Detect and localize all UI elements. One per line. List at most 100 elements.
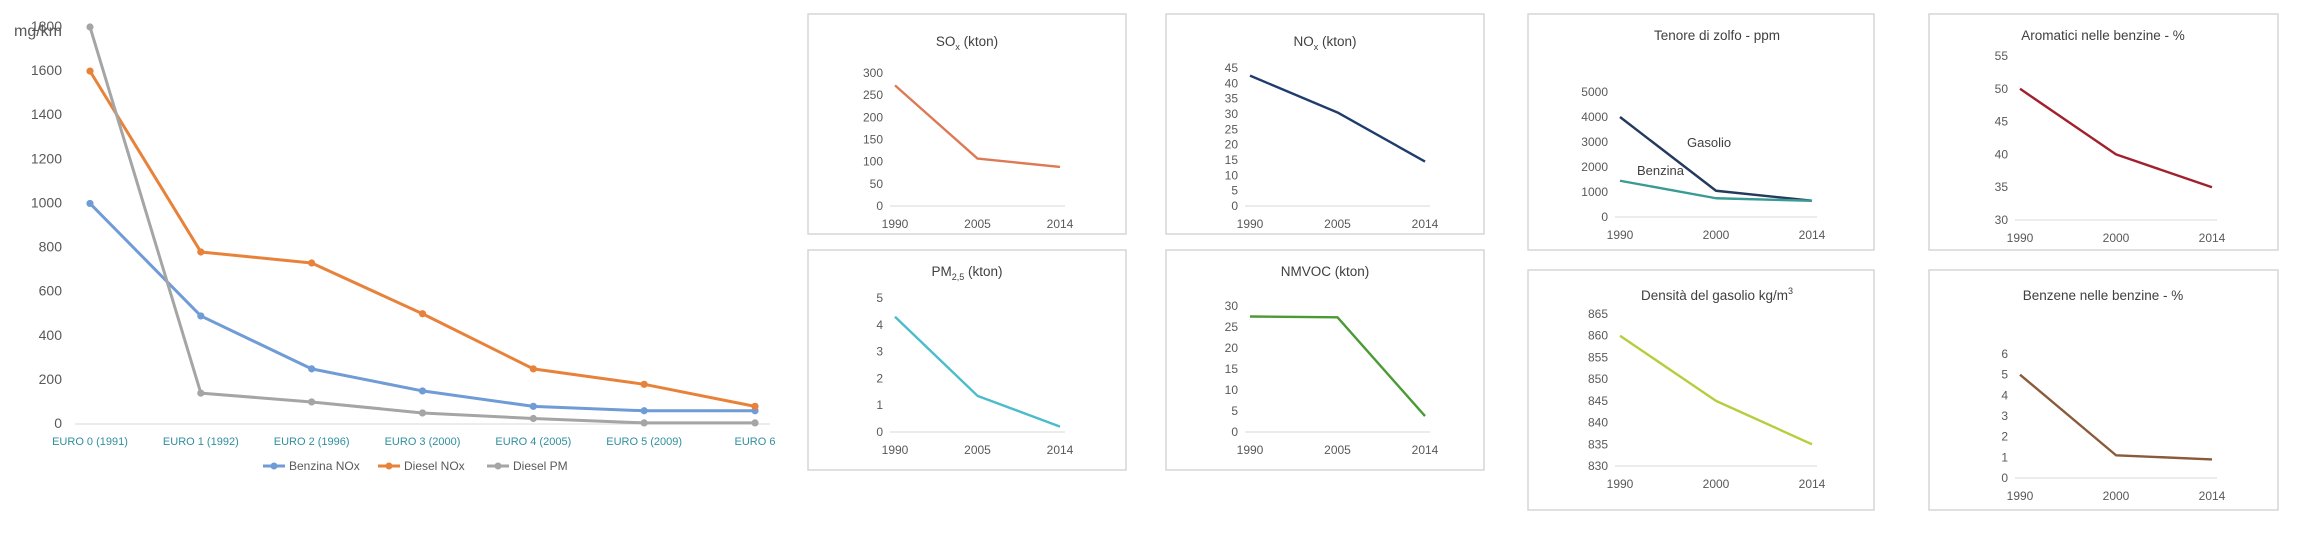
y-tick-label: 15 bbox=[1225, 362, 1239, 376]
chart-sox: SOx (kton) 0 50 100 150 200 250 300 1990 2005 2014 bbox=[807, 13, 1127, 235]
data-point bbox=[86, 23, 94, 31]
y-tick-label: 100 bbox=[863, 155, 883, 169]
chart-title: NMVOC (kton) bbox=[1281, 264, 1370, 279]
legend-entry: Benzina NOx bbox=[289, 459, 360, 473]
legend-marker bbox=[270, 462, 278, 470]
y-tick-label: 400 bbox=[39, 327, 63, 343]
chart-frame bbox=[807, 249, 1127, 471]
chart-title: SOx (kton) bbox=[936, 34, 998, 52]
x-tick-label: 2014 bbox=[1047, 443, 1074, 457]
data-point bbox=[308, 259, 316, 267]
chart-frame bbox=[1527, 13, 1875, 251]
y-tick-label: 835 bbox=[1588, 437, 1608, 451]
y-tick-label: 3 bbox=[876, 345, 883, 359]
chart-frame bbox=[1928, 269, 2279, 511]
legend-marker bbox=[385, 462, 393, 470]
y-tick-label: 1400 bbox=[31, 106, 62, 122]
data-point bbox=[197, 389, 205, 397]
x-tick-label: EURO 1 (1992) bbox=[163, 436, 239, 448]
y-tick-label: 15 bbox=[1225, 153, 1239, 167]
y-tick-label: 860 bbox=[1588, 329, 1608, 343]
x-tick-label: 2005 bbox=[964, 443, 991, 457]
y-tick-label: 25 bbox=[1225, 122, 1239, 136]
x-tick-label: 1990 bbox=[2007, 489, 2034, 503]
y-tick-label: 855 bbox=[1588, 350, 1608, 364]
y-tick-label: 1800 bbox=[31, 18, 62, 34]
y-tick-label: 3000 bbox=[1581, 135, 1608, 149]
series-line bbox=[1249, 315, 1426, 417]
y-tick-label: 30 bbox=[1995, 213, 2009, 227]
y-tick-label: 200 bbox=[863, 110, 883, 124]
x-tick-label: EURO 2 (1996) bbox=[274, 436, 350, 448]
x-tick-label: 1990 bbox=[1607, 228, 1634, 242]
x-tick-label: 2014 bbox=[2199, 231, 2226, 245]
y-tick-label: 0 bbox=[1601, 210, 1608, 224]
x-tick-label: 2014 bbox=[1799, 228, 1826, 242]
y-tick-label: 840 bbox=[1588, 416, 1608, 430]
series-line bbox=[2019, 373, 2213, 461]
y-tick-label: 45 bbox=[1225, 61, 1239, 75]
data-point bbox=[308, 365, 316, 373]
y-tick-label: 0 bbox=[54, 415, 62, 431]
x-tick-label: 1990 bbox=[1237, 443, 1264, 457]
series-line bbox=[2019, 87, 2213, 189]
y-tick-label: 150 bbox=[863, 133, 883, 147]
x-tick-label: 2000 bbox=[2103, 231, 2130, 245]
y-tick-label: 10 bbox=[1225, 168, 1239, 182]
data-point bbox=[529, 365, 537, 373]
chart-nmvoc: NMVOC (kton) 0 5 10 15 20 25 30 1990 2005 2014 bbox=[1165, 249, 1485, 471]
chart-euro-limits: mg/km 0 200 400 600 800 1000 1200 1400 1600 1800 EU… bbox=[14, 18, 775, 473]
x-tick-label: 2005 bbox=[1324, 217, 1351, 231]
y-tick-label: 865 bbox=[1588, 307, 1608, 321]
chart-title: Densità del gasolio kg/m3 bbox=[1641, 286, 1793, 303]
y-tick-label: 5 bbox=[2001, 368, 2008, 382]
y-tick-label: 1000 bbox=[1581, 185, 1608, 199]
data-point bbox=[418, 310, 427, 318]
y-tick-label: 45 bbox=[1995, 115, 2009, 129]
x-tick-label: 1990 bbox=[882, 217, 909, 231]
x-tick-label: 1990 bbox=[1607, 477, 1634, 491]
data-point bbox=[418, 387, 427, 395]
y-tick-label: 5 bbox=[876, 291, 883, 305]
y-tick-label: 2 bbox=[2001, 430, 2008, 444]
y-tick-label: 0 bbox=[876, 425, 883, 439]
y-tick-label: 40 bbox=[1225, 76, 1239, 90]
data-point bbox=[529, 414, 537, 423]
x-tick-label: EURO 6 bbox=[735, 436, 776, 448]
y-tick-label: 55 bbox=[1995, 49, 2009, 63]
y-tick-label: 800 bbox=[39, 239, 63, 255]
x-tick-label: 2014 bbox=[2199, 489, 2226, 503]
x-tick-label: 2014 bbox=[1799, 477, 1826, 491]
y-tick-label: 20 bbox=[1225, 341, 1239, 355]
data-point bbox=[640, 419, 648, 427]
y-tick-label: 1600 bbox=[31, 62, 62, 78]
y-tick-label: 4 bbox=[876, 318, 883, 332]
legend-marker bbox=[494, 462, 502, 470]
data-point bbox=[640, 380, 648, 388]
y-tick-label: 4000 bbox=[1581, 110, 1608, 124]
x-tick-label: 2014 bbox=[1412, 443, 1439, 457]
y-tick-label: 1 bbox=[2001, 450, 2008, 464]
x-tick-label: 1990 bbox=[2007, 231, 2034, 245]
y-tick-label: 850 bbox=[1588, 372, 1608, 386]
y-tick-label: 5000 bbox=[1581, 85, 1608, 99]
chart-frame bbox=[807, 13, 1127, 235]
series-line-benzina bbox=[1619, 179, 1813, 202]
chart-title: NOx (kton) bbox=[1293, 34, 1356, 52]
x-tick-label: 2005 bbox=[964, 217, 991, 231]
y-tick-label: 40 bbox=[1995, 147, 2009, 161]
y-tick-label: 1200 bbox=[31, 150, 62, 166]
chart-frame bbox=[1165, 249, 1485, 471]
x-tick-label: 2014 bbox=[1412, 217, 1439, 231]
chart-title: PM2,5 (kton) bbox=[931, 264, 1002, 282]
x-tick-label: 2000 bbox=[2103, 489, 2130, 503]
y-axis-label: mg/km bbox=[14, 23, 62, 40]
data-point bbox=[86, 199, 94, 208]
x-tick-label: 1990 bbox=[1237, 217, 1264, 231]
chart-densita: Densità del gasolio kg/m3 830 835 840 845 850… bbox=[1527, 269, 1875, 511]
y-tick-label: 25 bbox=[1225, 320, 1239, 334]
chart-title: Benzene nelle benzine - % bbox=[2023, 288, 2184, 303]
data-point bbox=[308, 398, 316, 406]
legend-entry: Diesel NOx bbox=[404, 459, 465, 473]
